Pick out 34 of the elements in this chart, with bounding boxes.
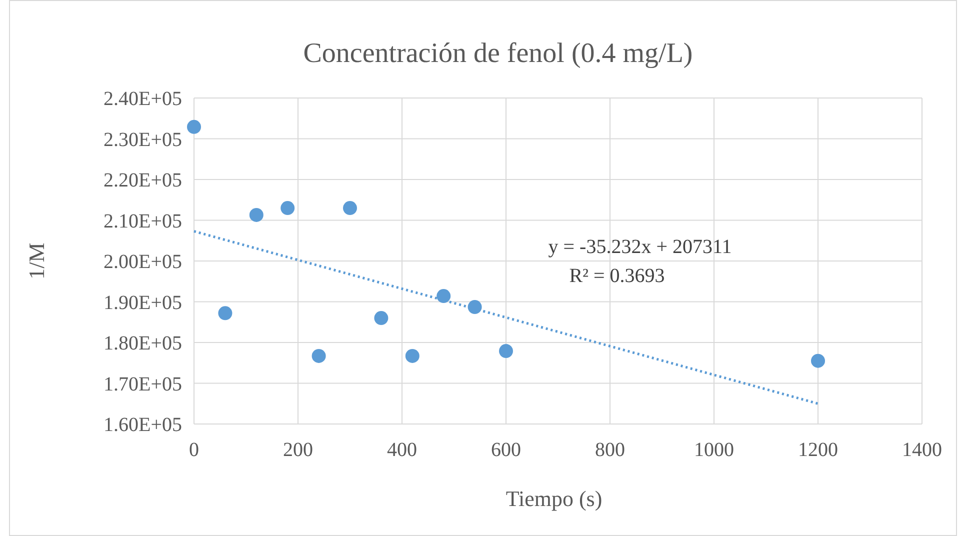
x-tick-label: 0 bbox=[189, 439, 199, 461]
annotation: y = -35.232x + 207311 bbox=[548, 236, 732, 258]
point bbox=[468, 300, 482, 314]
point bbox=[436, 289, 451, 304]
x-tick-label: 1200 bbox=[798, 439, 838, 461]
x-tick-label: 400 bbox=[387, 439, 417, 461]
point bbox=[187, 120, 201, 134]
point bbox=[811, 354, 825, 368]
x-tick-label: 800 bbox=[595, 439, 625, 461]
y-tick-label: 2.00E+05 bbox=[104, 251, 182, 273]
y-tick-label: 2.20E+05 bbox=[104, 170, 182, 192]
x-tick-label: 1000 bbox=[694, 439, 734, 461]
y-tick-label: 2.10E+05 bbox=[104, 210, 182, 232]
y-tick-label: 1.80E+05 bbox=[104, 332, 182, 354]
point bbox=[280, 201, 295, 216]
y-axis-title: 1/M bbox=[24, 242, 49, 280]
x-tick-label: 1400 bbox=[902, 439, 942, 461]
point bbox=[499, 344, 513, 358]
y-tick-label: 1.70E+05 bbox=[104, 373, 182, 396]
point bbox=[218, 306, 232, 320]
x-tick-label: 200 bbox=[283, 439, 313, 461]
point bbox=[312, 348, 326, 363]
point bbox=[374, 311, 388, 326]
annotation: R² = 0.3693 bbox=[569, 265, 665, 287]
y-tick-label: 2.40E+05 bbox=[104, 88, 182, 110]
x-tick-label: 600 bbox=[491, 439, 521, 461]
x-axis-title: Tiempo (s) bbox=[506, 486, 602, 511]
y-tick-label: 2.30E+05 bbox=[104, 128, 182, 151]
point bbox=[343, 201, 357, 216]
chart-title: Concentración de fenol (0.4 mg/L) bbox=[303, 38, 693, 69]
point bbox=[405, 348, 420, 363]
y-tick-label: 1.90E+05 bbox=[104, 292, 182, 314]
y-tick-label: 1.60E+05 bbox=[104, 414, 182, 436]
point bbox=[249, 208, 264, 222]
